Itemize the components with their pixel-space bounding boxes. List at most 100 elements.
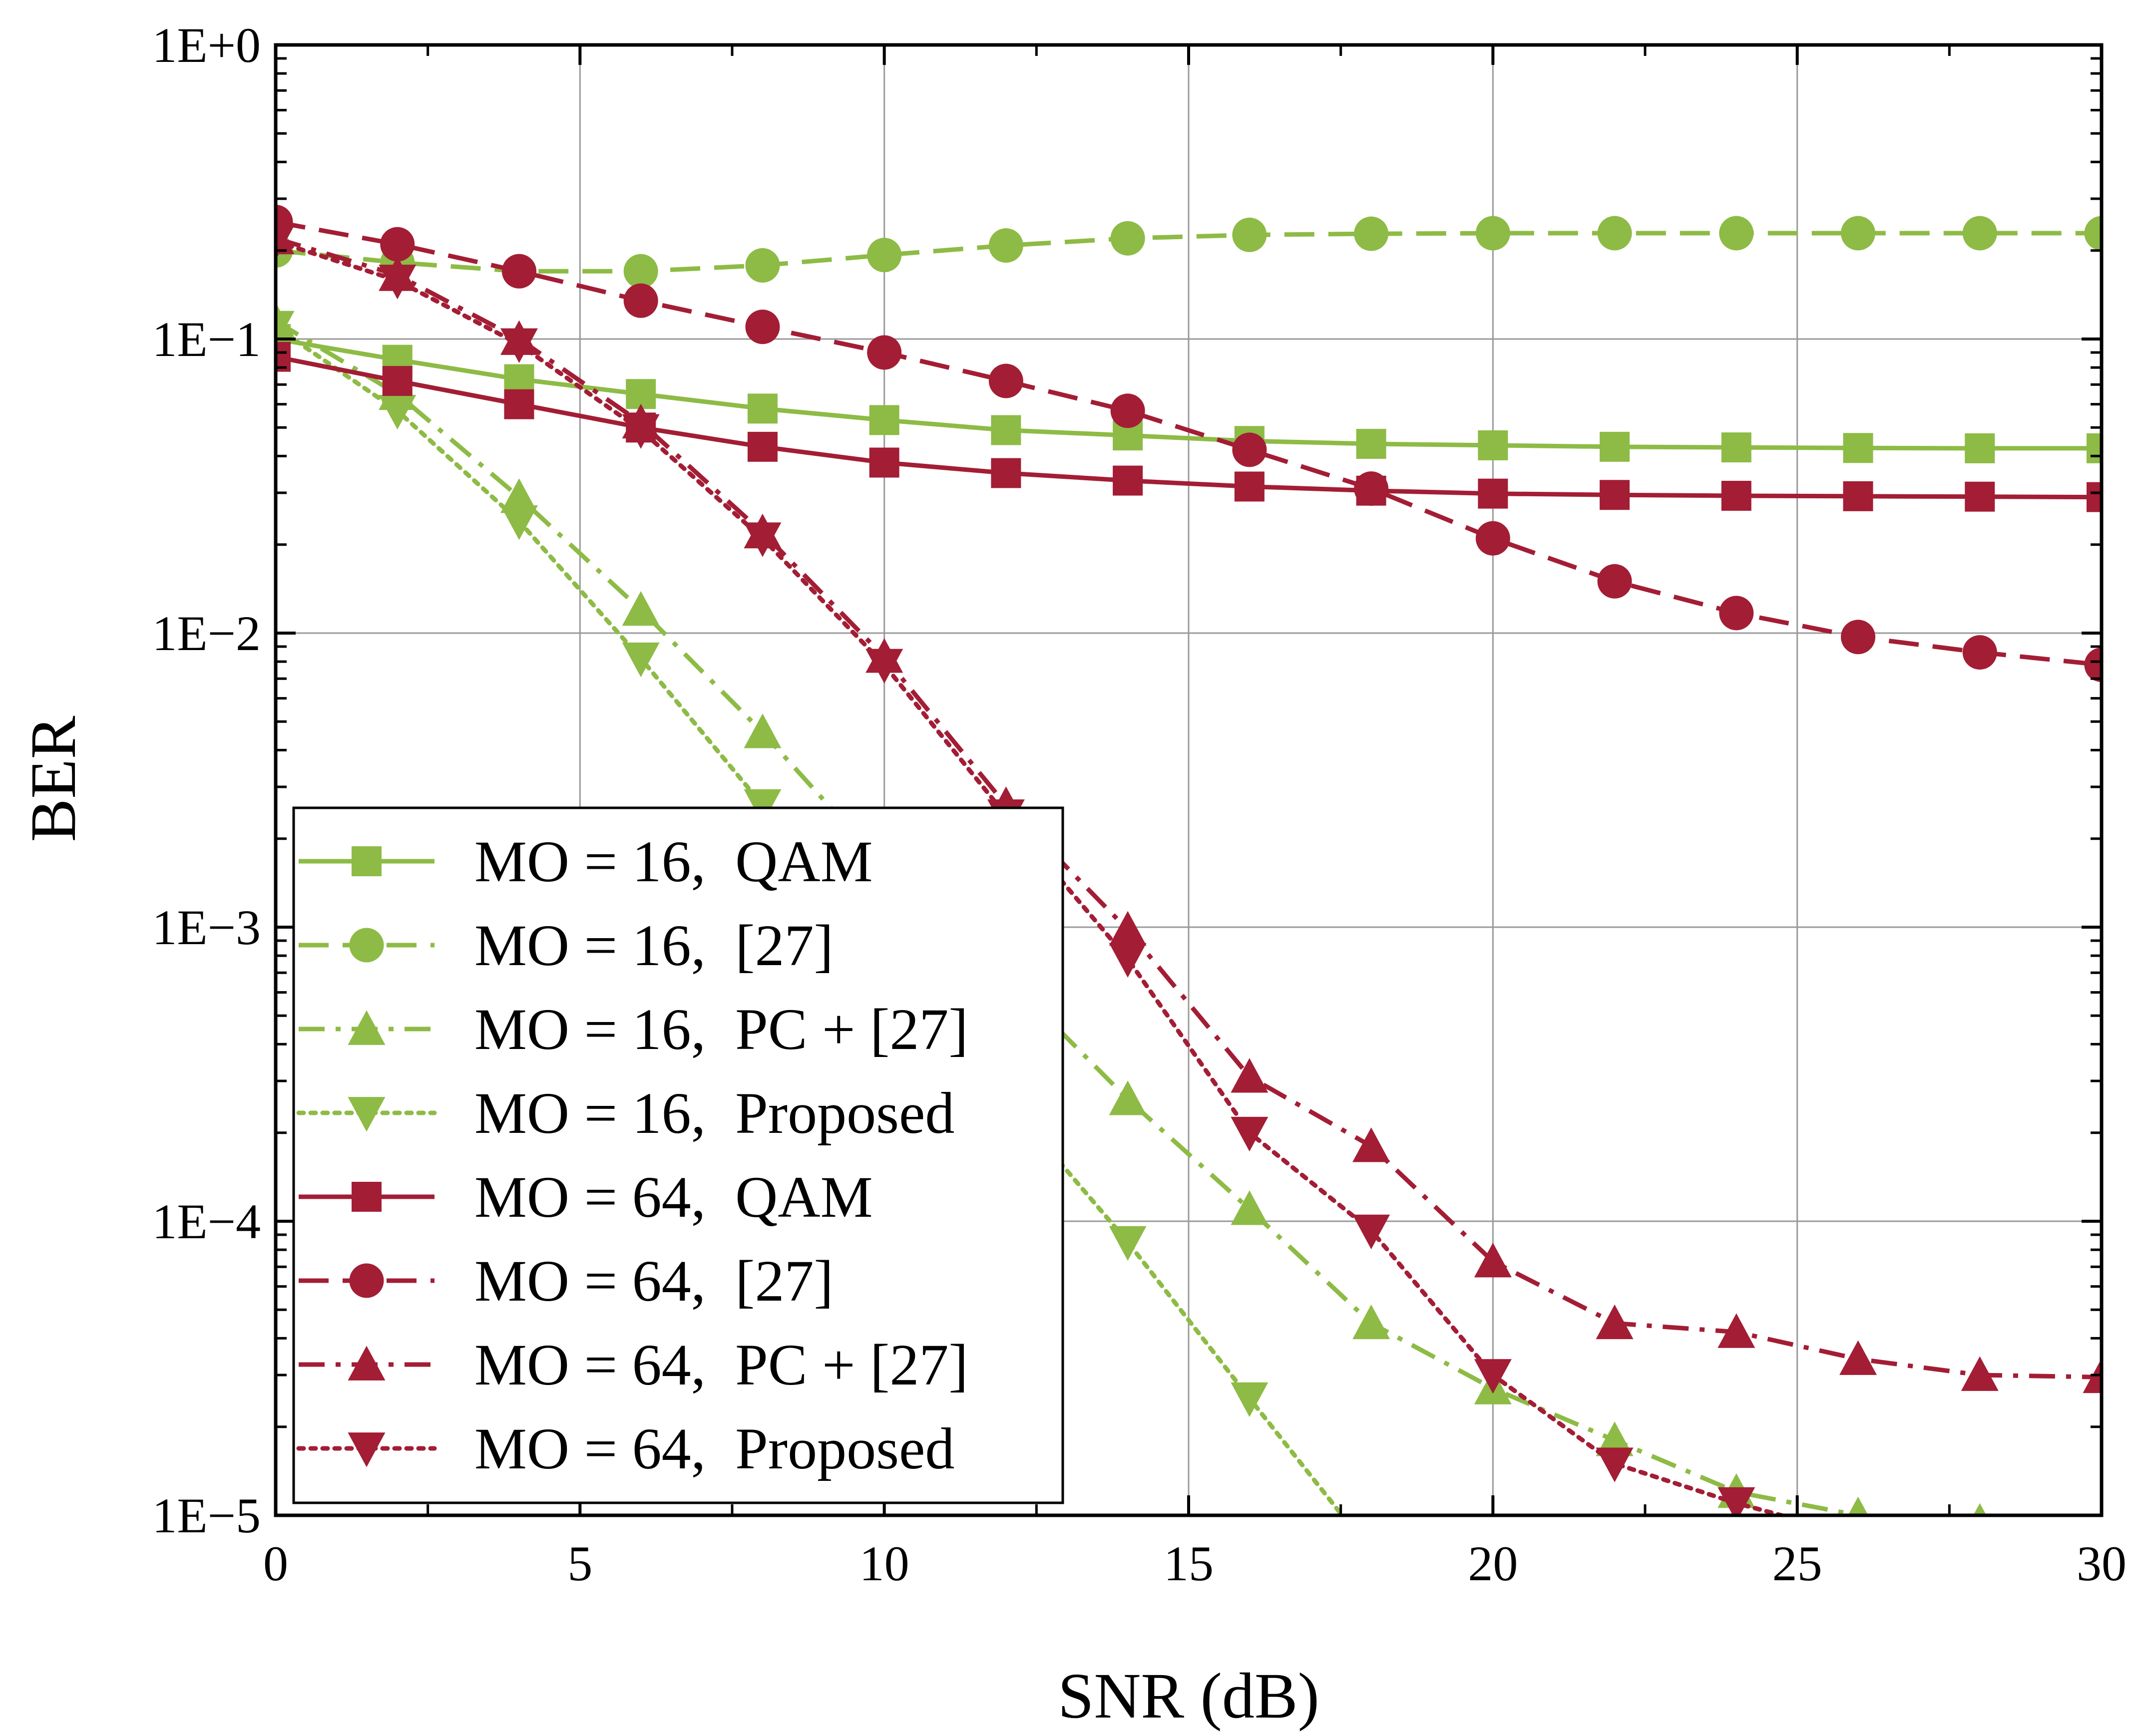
series-2 <box>275 216 2103 289</box>
legend-marker <box>348 1432 386 1467</box>
legend: MO = 16, QAM MO = 16, [27] MO = 16, PC + [… <box>292 806 1064 1504</box>
data-point <box>500 328 538 363</box>
data-point <box>1475 521 1510 556</box>
series-line <box>275 319 1900 1515</box>
data-point <box>1965 481 1995 512</box>
data-point <box>1717 1487 1755 1515</box>
data-point <box>1231 1382 1269 1417</box>
legend-item: MO = 64, Proposed <box>296 1416 954 1481</box>
data-point <box>1841 620 1876 655</box>
legend-item: MO = 16, QAM <box>299 829 873 894</box>
data-point <box>1848 1496 1868 1515</box>
data-point <box>745 310 780 345</box>
data-point <box>747 393 778 424</box>
x-tick-label: 30 <box>2077 1536 2127 1591</box>
y-tick-label: 1E−4 <box>152 1194 261 1249</box>
data-point <box>1231 1116 1269 1152</box>
data-point <box>1109 911 1147 946</box>
axis-ticks: 0 5 10 15 20 25 30 1E+0 1E−1 1E−2 1E−3 1E−4 1E−5 <box>152 17 2127 1591</box>
data-point <box>2084 648 2103 683</box>
data-point <box>1843 481 1873 511</box>
data-point <box>382 366 413 396</box>
data-point <box>1721 481 1751 511</box>
data-point <box>1961 1356 1999 1391</box>
data-point <box>504 364 534 394</box>
data-point <box>1719 596 1754 631</box>
legend-marker <box>352 846 382 876</box>
data-point <box>1478 430 1508 460</box>
data-point <box>1354 471 1389 506</box>
data-point <box>622 642 660 678</box>
data-point <box>1962 635 1997 670</box>
legend-item: MO = 16, PC + [27] <box>299 997 968 1062</box>
data-point <box>622 414 660 449</box>
legend-marker <box>352 1182 382 1212</box>
x-tick-label: 0 <box>263 1536 288 1591</box>
legend-marker <box>348 1346 386 1381</box>
data-point <box>1973 1503 1987 1515</box>
series-line <box>275 239 1790 1515</box>
data-point <box>1843 433 1873 463</box>
data-point <box>1474 1359 1512 1394</box>
legend-item: MO = 64, QAM <box>299 1164 873 1230</box>
data-point <box>865 649 903 684</box>
data-point <box>1597 564 1632 599</box>
legend-marker <box>349 928 384 963</box>
y-tick-label: 1E+0 <box>152 17 261 73</box>
data-point <box>1352 1214 1390 1250</box>
data-point <box>1109 943 1147 978</box>
data-point <box>1474 1243 1512 1278</box>
y-tick-label: 1E−1 <box>152 312 261 367</box>
legend-item: MO = 16, [27] <box>299 913 834 978</box>
data-point <box>988 228 1023 263</box>
data-point <box>1841 216 1876 251</box>
data-point <box>744 713 782 748</box>
legend-label: MO = 16, PC + [27] <box>474 997 968 1062</box>
legend-label: MO = 64, [27] <box>474 1248 834 1314</box>
data-point <box>1596 1447 1634 1482</box>
legend-box <box>292 806 1064 1504</box>
legend-marker <box>349 1263 384 1298</box>
data-point <box>500 505 538 540</box>
data-point <box>744 522 782 557</box>
legend-label: MO = 16, QAM <box>474 829 873 894</box>
data-point <box>869 405 899 435</box>
x-tick-label: 20 <box>1468 1536 1518 1591</box>
y-tick-label: 1E−3 <box>152 900 261 955</box>
y-axis-title: BER <box>17 715 89 842</box>
data-point <box>1478 478 1508 509</box>
data-point <box>1717 1313 1755 1348</box>
data-point <box>2084 216 2103 251</box>
legend-marker <box>348 1010 386 1045</box>
data-point <box>623 254 658 289</box>
data-point <box>1234 471 1265 502</box>
x-tick-label: 10 <box>859 1536 909 1591</box>
series-line <box>275 236 2102 1380</box>
data-point <box>1231 1058 1269 1093</box>
data-point <box>991 458 1021 488</box>
data-point <box>501 254 536 289</box>
x-tick-label: 5 <box>567 1536 592 1591</box>
data-point <box>379 265 417 300</box>
data-point <box>867 238 902 273</box>
x-axis-title: SNR (dB) <box>1058 1660 1319 1732</box>
y-tick-label: 1E−5 <box>152 1488 261 1543</box>
data-point <box>747 431 778 462</box>
legend-label: MO = 64, Proposed <box>474 1416 954 1481</box>
data-point <box>1965 433 1995 463</box>
data-point <box>1352 1304 1390 1340</box>
data-point <box>869 447 899 478</box>
legend-item: MO = 16, Proposed <box>296 1080 954 1146</box>
legend-item: MO = 64, PC + [27] <box>299 1332 968 1397</box>
data-point <box>745 248 780 283</box>
y-tick-label: 1E−2 <box>152 606 261 661</box>
data-point <box>1597 216 1632 251</box>
legend-marker <box>348 1097 386 1132</box>
series-line <box>275 231 2102 274</box>
data-point <box>991 415 1021 445</box>
data-point <box>1356 429 1386 459</box>
legend-label: MO = 16, Proposed <box>474 1080 954 1146</box>
data-point <box>1719 216 1754 251</box>
data-point <box>1231 1190 1269 1225</box>
data-point <box>275 311 295 346</box>
